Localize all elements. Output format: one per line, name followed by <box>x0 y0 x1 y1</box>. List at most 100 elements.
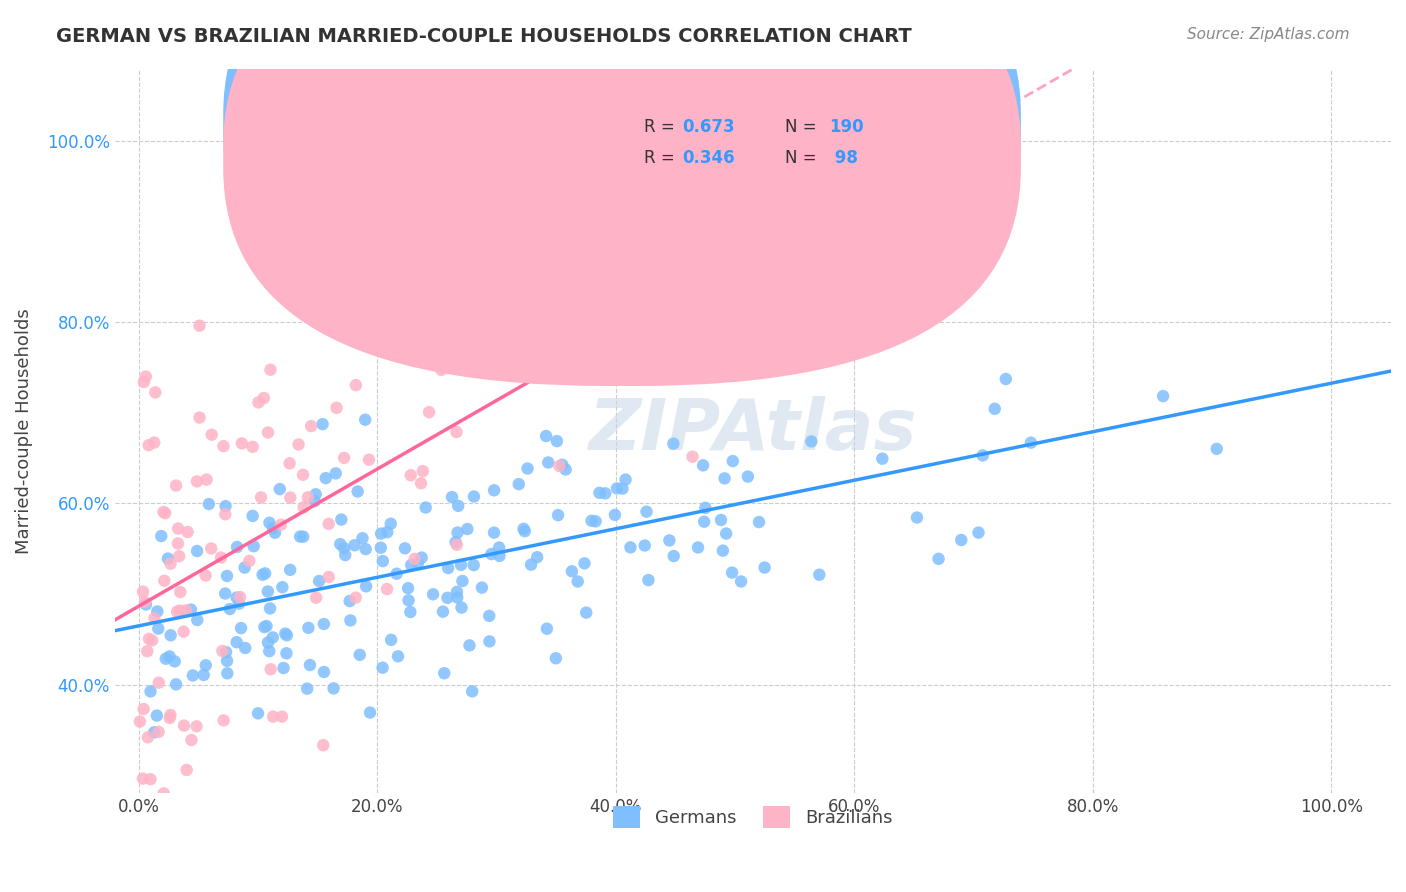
Germans <box>437 561 460 575</box>
Germans <box>315 471 337 485</box>
Brazilians <box>212 714 235 728</box>
Brazilians <box>195 473 218 487</box>
Text: Source: ZipAtlas.com: Source: ZipAtlas.com <box>1187 27 1350 42</box>
Brazilians <box>271 709 294 723</box>
Germans <box>312 665 335 679</box>
Germans <box>619 541 641 555</box>
Germans <box>387 649 409 664</box>
Germans <box>215 654 238 668</box>
Brazilians <box>270 517 292 532</box>
Germans <box>155 651 177 665</box>
Germans <box>721 454 744 468</box>
Brazilians <box>446 425 468 439</box>
Germans <box>259 601 281 615</box>
Germans <box>329 537 352 551</box>
Germans <box>714 526 737 541</box>
Brazilians <box>209 550 232 565</box>
Germans <box>1019 435 1042 450</box>
Germans <box>339 614 361 628</box>
Germans <box>554 462 576 476</box>
Germans <box>662 549 685 563</box>
Y-axis label: Married-couple Households: Married-couple Households <box>15 308 32 554</box>
Germans <box>225 635 247 649</box>
Germans <box>544 651 567 665</box>
Germans <box>536 622 558 636</box>
Germans <box>330 512 353 526</box>
Germans <box>335 548 357 562</box>
Brazilians <box>548 458 571 473</box>
Germans <box>713 471 735 485</box>
Brazilians <box>201 427 224 442</box>
Germans <box>215 645 238 659</box>
Brazilians <box>344 591 367 605</box>
Brazilians <box>404 552 426 566</box>
Germans <box>737 469 759 483</box>
Germans <box>242 539 264 553</box>
Germans <box>163 654 186 668</box>
Text: 98: 98 <box>830 149 858 167</box>
Germans <box>370 526 392 541</box>
Brazilians <box>430 363 453 377</box>
Germans <box>463 558 485 573</box>
Brazilians <box>412 464 434 478</box>
Germans <box>354 413 377 427</box>
Germans <box>394 541 416 556</box>
Germans <box>346 484 368 499</box>
Germans <box>399 605 422 619</box>
Germans <box>800 434 823 449</box>
Brazilians <box>325 401 347 415</box>
Brazilians <box>174 603 197 617</box>
Germans <box>259 516 281 530</box>
Brazilians <box>297 491 319 505</box>
Brazilians <box>292 500 315 515</box>
Brazilians <box>194 568 217 582</box>
Brazilians <box>176 763 198 777</box>
Germans <box>967 525 990 540</box>
Brazilians <box>418 405 440 419</box>
Germans <box>146 604 169 618</box>
Brazilians <box>139 772 162 787</box>
Germans <box>150 529 173 543</box>
Germans <box>721 566 744 580</box>
Brazilians <box>665 343 688 358</box>
Germans <box>214 499 236 513</box>
Brazilians <box>166 605 188 619</box>
Germans <box>278 563 301 577</box>
Brazilians <box>200 541 222 556</box>
Brazilians <box>498 235 520 249</box>
Germans <box>304 494 326 508</box>
Germans <box>217 666 239 681</box>
Germans <box>456 522 478 536</box>
Brazilians <box>312 738 335 752</box>
Brazilians <box>159 711 181 725</box>
Germans <box>415 500 437 515</box>
Germans <box>186 613 208 627</box>
Germans <box>488 549 510 563</box>
Germans <box>333 541 356 556</box>
Germans <box>297 621 319 635</box>
Germans <box>463 490 485 504</box>
Germans <box>370 541 392 555</box>
FancyBboxPatch shape <box>224 0 1021 386</box>
Germans <box>547 508 569 523</box>
Brazilians <box>399 468 422 483</box>
Text: R =: R = <box>644 149 681 167</box>
Germans <box>567 574 589 589</box>
Germans <box>233 640 256 655</box>
Germans <box>198 497 221 511</box>
Germans <box>257 584 280 599</box>
Germans <box>214 586 236 600</box>
Brazilians <box>631 238 654 252</box>
Germans <box>508 477 530 491</box>
Brazilians <box>250 491 273 505</box>
Germans <box>450 558 472 572</box>
Brazilians <box>176 524 198 539</box>
Germans <box>526 550 548 565</box>
Germans <box>396 581 419 595</box>
Germans <box>271 580 294 594</box>
Germans <box>257 635 280 649</box>
Brazilians <box>169 603 191 617</box>
Germans <box>398 593 420 607</box>
Germans <box>1152 389 1174 403</box>
Brazilians <box>186 719 208 733</box>
